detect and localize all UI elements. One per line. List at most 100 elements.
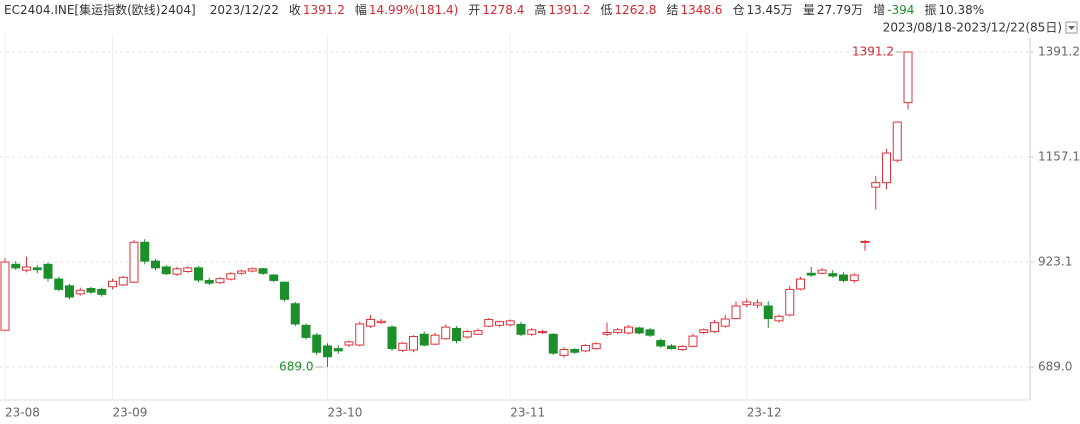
candle-body: [237, 270, 246, 274]
candle-body: [774, 315, 784, 322]
candle-body: [882, 152, 891, 184]
range-label[interactable]: 2023/08/18-2023/12/22(85日): [883, 21, 1062, 35]
candle-body: [613, 329, 623, 333]
candle-body: [516, 323, 526, 335]
x-tick-label: 23-09: [113, 406, 148, 420]
candle-body: [97, 288, 107, 295]
candle-body: [118, 276, 128, 286]
candle-body: [484, 318, 494, 327]
candle-body: [344, 341, 354, 346]
candle-body: [323, 345, 332, 358]
candle-body: [32, 267, 42, 271]
candle-body: [280, 281, 289, 300]
candle-body: [65, 285, 74, 298]
candle-body: [376, 320, 386, 324]
candle-body: [409, 336, 418, 351]
field-value: 1391.2: [303, 3, 345, 17]
candle-body: [11, 263, 21, 269]
candle-body: [634, 327, 644, 334]
candle-body: [688, 335, 698, 347]
candle-body: [215, 278, 225, 284]
date: 2023/12/22: [210, 3, 279, 17]
candle-body: [183, 267, 193, 272]
candle-body: [871, 182, 881, 188]
candle-body: [54, 278, 64, 290]
candle-body: [43, 263, 53, 279]
field-value: 27.79万: [817, 3, 863, 17]
field-label: 仓: [732, 3, 744, 17]
candle-body: [366, 318, 375, 327]
candle-body: [75, 289, 85, 295]
candle-body: [839, 274, 848, 281]
y-tick-label: 1391.2: [1038, 44, 1080, 58]
candle-body: [22, 266, 31, 271]
field-label: 高: [534, 2, 546, 17]
candle-body: [785, 288, 795, 316]
field-value: 1348.6: [680, 3, 722, 17]
candle-body: [806, 272, 816, 276]
field-label: 增: [873, 3, 885, 17]
field-label: 结: [666, 3, 678, 17]
field-label: 量: [803, 3, 815, 17]
candle-body: [473, 330, 483, 335]
candle-body: [258, 268, 268, 274]
y-tick-label: 923.1: [1038, 254, 1072, 268]
min-label: 689.0: [279, 360, 313, 374]
candle-body: [108, 280, 117, 288]
field-value: 1262.8: [614, 3, 656, 17]
candle-body: [151, 260, 160, 269]
candle-body: [505, 320, 515, 326]
candle-body: [495, 321, 504, 326]
candle-body: [753, 302, 762, 306]
candle-body: [355, 323, 365, 346]
candle-body: [398, 342, 408, 351]
field-label: 振: [924, 3, 936, 17]
candle-body: [269, 274, 279, 281]
candle-body: [204, 279, 214, 284]
field-value: 14.99%(181.4): [369, 3, 458, 17]
candle-body: [731, 305, 741, 320]
candle-body: [677, 345, 687, 351]
candle-body: [656, 340, 666, 347]
candle-body: [720, 318, 730, 327]
x-tick-label: 23-10: [328, 406, 363, 420]
candle-body: [828, 273, 838, 277]
candle-body: [581, 344, 590, 352]
candle-body: [441, 326, 451, 340]
field-value: -394: [887, 3, 914, 17]
candle-body: [559, 349, 569, 356]
candle-body: [462, 331, 472, 338]
field-label: 低: [600, 3, 612, 17]
candle-body: [849, 274, 859, 281]
candle-body: [570, 349, 580, 353]
candle-body: [301, 324, 311, 338]
candle-body: [430, 334, 440, 345]
candle-body: [892, 121, 902, 161]
header-bar: EC2404.INE[集运指数(欧线)2404] 2023/12/22 收 1391.…: [4, 2, 984, 17]
candle-body: [247, 268, 257, 272]
candle-body: [452, 327, 461, 342]
field-label: 开: [468, 3, 480, 17]
candle-body: [699, 329, 709, 333]
candle-body: [538, 331, 547, 334]
candle-body: [312, 334, 322, 353]
candle-body: [903, 51, 913, 104]
candle-body: [226, 273, 236, 280]
candle-body: [161, 266, 171, 275]
dropdown-arrow: [1068, 26, 1075, 30]
field-value: 1391.2: [548, 3, 590, 17]
x-tick-label: 23-12: [747, 406, 782, 420]
y-tick-label: 1157.1: [1038, 150, 1080, 164]
candle-body: [548, 333, 558, 354]
candle-body: [527, 329, 537, 335]
candle-body: [290, 303, 300, 325]
y-tick-label: 689.0: [1038, 360, 1072, 374]
candle-body: [860, 240, 870, 243]
candle-body: [194, 267, 203, 281]
candle-body: [817, 269, 827, 274]
candle-body: [333, 348, 343, 352]
candle-body: [645, 329, 655, 336]
candle-body: [129, 241, 139, 283]
